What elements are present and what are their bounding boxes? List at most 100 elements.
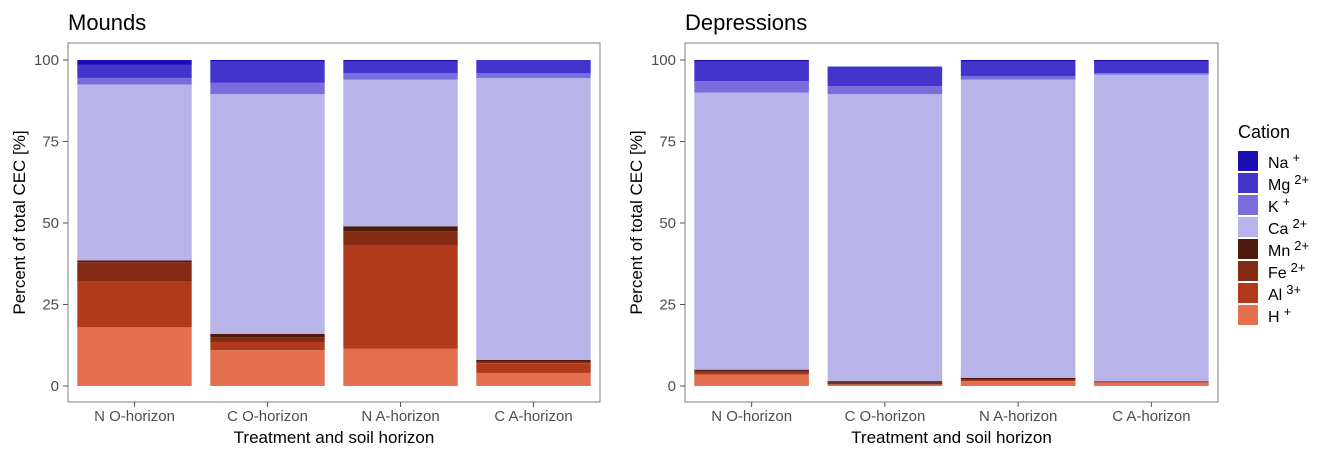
x-tick-label: N A-horizon (979, 408, 1057, 425)
bar-segment-k (1094, 73, 1209, 75)
legend-label-fe: Fe 2+ (1268, 260, 1306, 282)
x-tick-label: C A-horizon (494, 408, 572, 425)
y-tick-label: 50 (659, 215, 676, 232)
bar-segment-h (1094, 382, 1209, 386)
legend-title: Cation (1238, 122, 1290, 142)
legend-label-al: Al 3+ (1268, 282, 1301, 304)
y-tick-label: 75 (42, 134, 59, 151)
bar-segment-al (343, 245, 458, 349)
bar-segment-k (827, 86, 943, 95)
legend-swatch-ca (1238, 217, 1258, 237)
bar-segment-mn (827, 381, 943, 383)
bar-segment-al (960, 379, 1076, 382)
legend-label-mg: Mg 2+ (1268, 172, 1309, 194)
bar-segment-fe (694, 371, 809, 373)
bar-segment-fe (476, 361, 591, 364)
bar-segment-k (694, 81, 809, 93)
bar-segment-mg (77, 64, 192, 78)
x-axis-label: Treatment and soil horizon (851, 428, 1052, 447)
bar-segment-mn (77, 260, 192, 263)
chart-title: Depressions (685, 10, 807, 35)
legend-swatch-mg (1238, 173, 1258, 193)
bar-segment-mg (476, 60, 591, 74)
y-tick-label: 25 (42, 297, 59, 314)
bar-segment-mg (1094, 61, 1209, 74)
bar-segment-ca (343, 79, 458, 227)
bar-segment-ca (827, 94, 943, 382)
bar-segment-mn (210, 333, 325, 338)
bar-segment-al (694, 372, 809, 375)
bar-segment-k (210, 82, 325, 95)
x-tick-label: C O-horizon (227, 408, 308, 425)
legend-label-na: Na + (1268, 150, 1300, 172)
bar-segment-ca (960, 79, 1076, 378)
bar-segment-ca (210, 94, 325, 334)
bar-segment-mn (343, 226, 458, 232)
bar-segment-fe (210, 337, 325, 342)
bar-segment-mn (960, 377, 1076, 380)
bar-segment-mg (827, 66, 943, 87)
y-tick-label: 100 (651, 52, 676, 69)
legend-label-ca: Ca 2+ (1268, 216, 1307, 238)
bar-segment-k (476, 73, 591, 78)
legend-label-mn: Mn 2+ (1268, 238, 1309, 260)
legend-swatch-fe (1238, 261, 1258, 281)
chart-title: Mounds (68, 10, 146, 35)
bar-segment-h (960, 381, 1076, 386)
bar-segment-na (694, 60, 809, 62)
bar-segment-ca (694, 92, 809, 370)
bar-segment-mg (960, 61, 1076, 77)
bar-segment-mg (694, 61, 809, 82)
bar-segment-na (77, 60, 192, 65)
bar-segment-h (343, 348, 458, 386)
bar-segment-h (476, 372, 591, 386)
bar-segment-al (1094, 381, 1209, 383)
bar-segment-fe (77, 262, 192, 282)
bar-segment-na (1094, 60, 1209, 62)
bar-segment-fe (827, 382, 943, 385)
y-tick-label: 100 (34, 52, 59, 69)
bar-segment-mn (476, 359, 591, 362)
y-tick-label: 0 (668, 378, 676, 395)
bar-segment-fe (343, 231, 458, 246)
bar-segment-ca (476, 77, 591, 360)
legend-label-h: H + (1268, 304, 1291, 326)
bar-segment-na (960, 60, 1076, 62)
bar-segment-k (960, 76, 1076, 80)
bar-segment-ca (1094, 74, 1209, 382)
legend-swatch-al (1238, 283, 1258, 303)
bar-segment-al (77, 281, 192, 328)
bar-segment-k (77, 77, 192, 85)
bar-segment-na (343, 60, 458, 62)
bar-segment-na (210, 60, 325, 62)
bar-segment-al (210, 341, 325, 351)
y-axis-label: Percent of total CEC [%] (627, 130, 646, 314)
bar-segment-mg (210, 61, 325, 83)
x-tick-label: N O-horizon (94, 408, 175, 425)
x-axis-label: Treatment and soil horizon (234, 428, 435, 447)
legend-swatch-k (1238, 195, 1258, 215)
bar-segment-h (77, 327, 192, 386)
legend-swatch-na (1238, 151, 1258, 171)
y-tick-label: 50 (42, 215, 59, 232)
bar-segment-al (476, 363, 591, 373)
legend-swatch-mn (1238, 239, 1258, 259)
x-tick-label: N O-horizon (711, 408, 792, 425)
bar-segment-k (343, 73, 458, 80)
y-axis-label: Percent of total CEC [%] (10, 130, 29, 314)
legend-label-k: K + (1268, 194, 1290, 216)
x-tick-label: C A-horizon (1112, 408, 1190, 425)
y-tick-label: 75 (659, 134, 676, 151)
bar-segment-h (210, 350, 325, 386)
legend-swatch-h (1238, 305, 1258, 325)
x-tick-label: N A-horizon (361, 408, 439, 425)
bar-segment-h (694, 374, 809, 386)
bar-segment-h (827, 384, 943, 386)
y-tick-label: 25 (659, 297, 676, 314)
y-tick-label: 0 (51, 378, 59, 395)
x-tick-label: C O-horizon (844, 408, 925, 425)
bar-segment-mn (694, 369, 809, 372)
bar-segment-mg (343, 61, 458, 74)
